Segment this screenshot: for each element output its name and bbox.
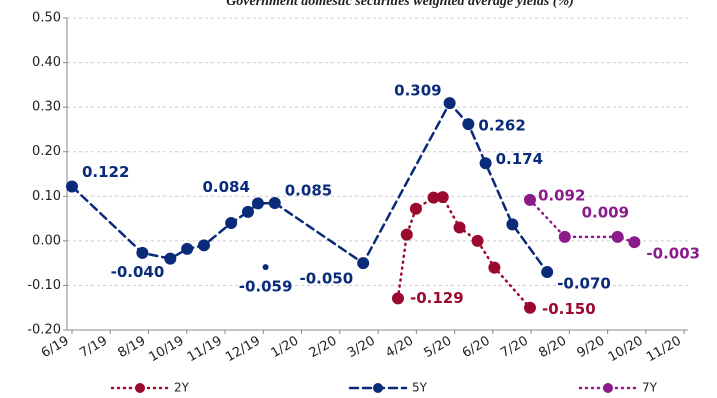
data-label: 0.092 xyxy=(538,186,585,204)
point xyxy=(181,242,194,255)
y-tick-label: -0.20 xyxy=(27,323,61,338)
data-label: -0.003 xyxy=(646,245,700,263)
x-tick-label: 7/20 xyxy=(498,334,531,362)
x-tick-label: 4/20 xyxy=(383,334,416,362)
x-tick-label: 11/19 xyxy=(185,334,225,366)
data-label: 0.009 xyxy=(582,203,629,221)
point xyxy=(523,193,536,206)
data-label: 0.309 xyxy=(394,82,441,100)
y-tick-label: 0.30 xyxy=(32,100,61,115)
x-tick-label: 9/20 xyxy=(575,334,608,362)
data-label: -0.050 xyxy=(299,270,353,288)
y-tick-label: 0.50 xyxy=(32,11,61,26)
point xyxy=(523,301,536,314)
y-tick-label: 0.00 xyxy=(32,233,61,248)
x-tick-label: 12/19 xyxy=(223,334,263,366)
legend-label: 5Y xyxy=(412,381,428,395)
series-line xyxy=(70,100,549,274)
y-tick-label: 0.10 xyxy=(32,189,61,204)
point xyxy=(471,234,484,247)
annotation-point xyxy=(262,264,269,271)
x-tick-label: 7/19 xyxy=(77,334,110,362)
x-tick-label: 5/20 xyxy=(422,334,455,362)
x-tick-label: 3/20 xyxy=(345,334,378,362)
legend-marker xyxy=(135,383,145,393)
data-label: 0.262 xyxy=(478,117,525,135)
point xyxy=(268,196,281,209)
x-tick-label: 8/20 xyxy=(536,334,569,362)
legend-marker xyxy=(603,383,613,393)
data-label: -0.129 xyxy=(410,289,464,307)
data-label: 0.085 xyxy=(285,181,332,199)
data-label: 0.174 xyxy=(496,150,543,168)
data-label: -0.150 xyxy=(542,300,596,318)
point xyxy=(164,252,177,265)
point xyxy=(488,261,501,274)
point xyxy=(197,239,210,252)
legend-label: 2Y xyxy=(174,381,190,395)
point xyxy=(251,197,264,210)
y-tick-label: -0.10 xyxy=(27,278,61,293)
data-label: -0.040 xyxy=(111,263,165,281)
point xyxy=(541,266,554,279)
legend-marker xyxy=(373,383,383,393)
x-tick-label: 1/20 xyxy=(269,334,302,362)
data-label: 0.122 xyxy=(82,163,129,181)
point xyxy=(427,191,440,204)
legend-label: 7Y xyxy=(642,381,658,395)
x-tick-label: 8/19 xyxy=(115,334,148,362)
x-tick-label: 10/20 xyxy=(606,334,646,366)
point xyxy=(628,236,641,249)
point xyxy=(225,217,238,230)
point xyxy=(443,97,456,110)
point xyxy=(453,221,466,234)
y-tick-label: 0.40 xyxy=(32,55,61,70)
x-tick-label: 2/20 xyxy=(307,334,340,362)
point xyxy=(462,118,475,131)
x-tick-label: 6/20 xyxy=(460,334,493,362)
point xyxy=(65,180,78,193)
point xyxy=(479,157,492,170)
data-label: 0.084 xyxy=(202,178,249,196)
point xyxy=(611,230,624,243)
annotation-label: -0.059 xyxy=(239,278,293,296)
data-label: -0.070 xyxy=(557,275,611,293)
x-tick-label: 6/19 xyxy=(39,334,72,362)
x-tick-label: 10/19 xyxy=(147,334,187,366)
chart-title: Government domestic securities weighted … xyxy=(226,0,574,9)
point xyxy=(409,202,422,215)
y-tick-label: 0.20 xyxy=(32,144,61,159)
point xyxy=(357,257,370,270)
point xyxy=(391,292,404,305)
point xyxy=(436,191,449,204)
point xyxy=(136,246,149,259)
series-line xyxy=(528,198,636,244)
point xyxy=(241,205,254,218)
x-tick-label: 11/20 xyxy=(644,334,684,366)
point xyxy=(558,230,571,243)
point xyxy=(400,228,413,241)
point xyxy=(506,218,519,231)
